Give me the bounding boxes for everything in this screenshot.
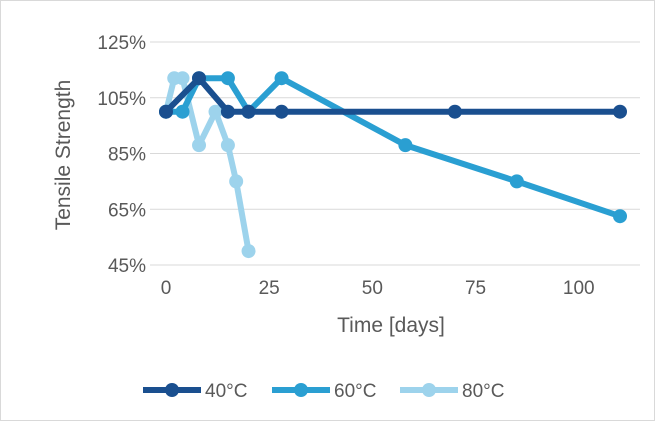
data-point (159, 104, 173, 119)
legend-swatch-marker (294, 383, 308, 397)
x-axis-title: Time [days] (337, 314, 445, 337)
data-point (229, 174, 244, 189)
x-tick-label: 100 (563, 278, 595, 299)
data-point (241, 244, 256, 259)
series-40C (159, 71, 627, 119)
y-tick-label: 65% (108, 200, 146, 221)
y-tick-label: 105% (97, 89, 146, 110)
data-point (208, 104, 223, 119)
legend-swatch-marker (165, 383, 179, 397)
data-point (175, 71, 190, 86)
x-tick-label: 25 (259, 278, 280, 299)
data-point (192, 71, 207, 86)
data-point (509, 174, 524, 189)
y-tick-label: 45% (108, 256, 146, 277)
y-tick-label: 85% (108, 145, 146, 166)
data-point (241, 104, 256, 119)
legend-swatch-marker (422, 383, 436, 397)
x-tick-label: 75 (465, 278, 486, 299)
data-point (447, 104, 462, 119)
x-tick-label: 0 (161, 278, 172, 299)
data-point (274, 71, 289, 86)
y-axis-title: Tensile Strength (52, 80, 75, 231)
data-point (220, 104, 235, 119)
data-point (192, 138, 207, 153)
series-line (163, 75, 252, 255)
data-point (220, 71, 235, 86)
data-point (175, 104, 190, 119)
series-group (159, 71, 627, 259)
x-tick-label: 50 (362, 278, 383, 299)
data-point (220, 138, 235, 153)
x-tick-labels: 0 25 50 75 100 (161, 278, 595, 299)
data-point (613, 209, 627, 224)
legend: 40°C 60°C 80°C (143, 381, 504, 402)
y-tick-label: 125% (97, 33, 146, 54)
legend-label: 80°C (462, 381, 504, 402)
y-tick-labels: 45% 65% 85% 105% 125% (97, 33, 146, 277)
series-80C (159, 71, 256, 259)
data-point (398, 138, 413, 153)
legend-label: 40°C (205, 381, 247, 402)
legend-label: 60°C (334, 381, 376, 402)
data-point (613, 104, 627, 119)
data-point (274, 104, 289, 119)
